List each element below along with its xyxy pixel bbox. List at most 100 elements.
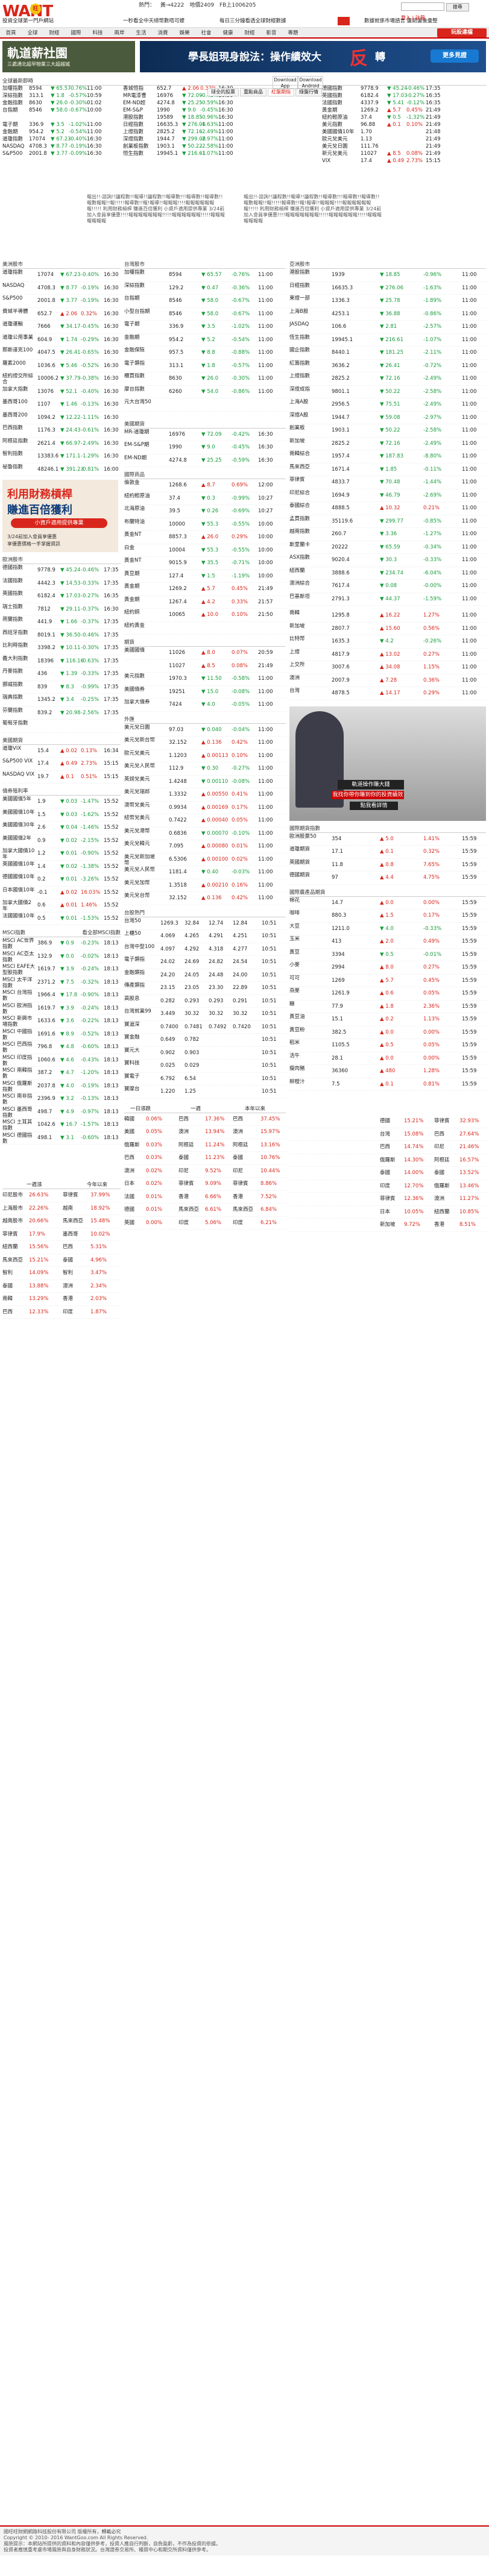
quote-row[interactable]: 西班牙指數 8019.1 ▼ 36.50 -0.46% 17:35 (2, 629, 121, 642)
quote-row[interactable]: MSCI 俄羅斯指數 2037.8 ▼ 4.0 -0.19% 18:13 (2, 1080, 121, 1093)
quote-row[interactable]: 瘦肉豬 36360 ▲ 480 1.28% 15:59 (289, 1065, 486, 1078)
ranking-row[interactable]: 法國 0.01% 香港 6.66% 香港 7.52% (124, 1191, 286, 1204)
quote-name[interactable]: 港股指數 (123, 115, 144, 121)
quote-row[interactable]: 美元兌瑞郎 1.3332 ▲ 0.00550 0.41% 11:00 (124, 788, 286, 802)
quote-row[interactable]: 紐約證交所綜合 10006.2 ▼ 37.79 -0.38% 16:30 (2, 372, 121, 386)
ranking-row[interactable]: 上海股市 22.26% 越南 18.92% (2, 1202, 121, 1215)
quote-name[interactable] (124, 661, 158, 673)
quote-name[interactable]: 葡萄牙指數 (2, 720, 28, 726)
quote-name[interactable]: 深綜指數 (2, 93, 24, 99)
quote-row[interactable]: 墨西哥100 1107 ▼ 1.46 -0.13% 16:30 (2, 398, 121, 412)
quote-row[interactable]: 越南指數 260.7 ▼ 3.36 -1.27% 11:00 (289, 528, 486, 541)
quote-row[interactable]: 美元兌港幣 0.6836 ▼ 0.00070 -0.10% 11:00 (124, 828, 286, 840)
quote-row[interactable]: 台灣 4878.5 ▲ 14.17 0.29% 11:00 (289, 687, 486, 700)
quote-row[interactable]: 美國國債30年 2.6 ▼ 0.04 -1.46% 15:52 (2, 821, 121, 835)
hot-item[interactable]: 黃→4222 (160, 2, 185, 8)
quote-name[interactable]: 金融期 (124, 334, 140, 341)
ranking-tab[interactable]: 今年以來 (87, 1182, 108, 1188)
ad-text-right[interactable]: 報出!!-諮詢!!議程數!!報導!!議程數!!報導數!!!報導數!!報導數!!報… (244, 194, 382, 224)
quote-name[interactable]: 荷蘭指數 (2, 617, 24, 623)
etf-name[interactable]: 台灣中型100 (124, 943, 155, 950)
hot-item[interactable]: 地價2409 (189, 2, 215, 8)
quote-name[interactable]: 上海B股 (289, 308, 309, 315)
quote-name[interactable]: 德國指數 (322, 86, 343, 92)
quote-row[interactable]: 紐西蘭 3888.6 ▼ 234.74 -6.04% 11:00 (289, 567, 486, 580)
quote-name[interactable]: 瘦肉豬 (289, 1066, 305, 1072)
quote-row[interactable]: 糖 77.9 ▲ 1.8 2.36% 15:59 (289, 1001, 486, 1013)
nav-item[interactable]: 財經 (244, 30, 255, 36)
quote-row[interactable]: 倫敦金 1268.6 ▲ 8.7 0.69% 12:00 (124, 479, 286, 492)
quote-name[interactable]: 智利指數 (2, 451, 24, 457)
quote-row[interactable]: 黃豆粉 382.5 ▲ 0.0 0.00% 15:59 (289, 1026, 486, 1039)
quote-name[interactable]: 金融保險 (124, 347, 145, 353)
quote-name[interactable]: 歐元兌美元 (322, 136, 348, 142)
quote-row[interactable]: MSCI 土耳其指數 1042.6 ▼ 16.7 -1.57% 18:13 (2, 1119, 121, 1132)
quote-name[interactable]: 上海A股 (289, 399, 309, 405)
quote-row[interactable]: 道瓊運輸 7666 ▼ 34.17 -0.45% 16:30 (2, 321, 121, 334)
quote-name[interactable]: 巴西指數 (2, 425, 24, 431)
quote-row[interactable]: 美元指數 1970.3 ▼ 11.50 -0.58% 11:00 (124, 673, 286, 686)
quote-name[interactable]: 上證 (289, 649, 300, 655)
etf-row[interactable]: 台灣50 1269.3 32.84 12.74 12.84 10:51 (124, 917, 286, 930)
quote-row[interactable]: 美國國債10年 1.5 ▼ 0.03 -1.62% 15:52 (2, 809, 121, 821)
quote-row[interactable]: 紅籌指數 3636.2 ▼ 26.41 -0.72% 11:00 (289, 360, 486, 372)
quote-row[interactable]: ASX指數 9020.4 ▼ 30.3 -0.33% 11:00 (289, 554, 486, 567)
etf-row[interactable]: 傳產類指 23.15 23.05 23.30 22.89 10:51 (124, 982, 286, 995)
ranking-row[interactable]: 菲律賓 17.9% 墨西哥 10.02% (2, 1228, 121, 1241)
ranking-tab[interactable]: 一週漲 (27, 1182, 42, 1188)
etf-row[interactable]: 寶科技 0.025 0.029 10:51 (124, 1060, 286, 1073)
quote-row[interactable]: 墨西哥200 1094.2 ▼ 12.22 -1.11% 16:30 (2, 412, 121, 424)
quote-row[interactable]: 阿根廷指數 2621.4 ▼ 66.97 -2.49% 16:30 (2, 438, 121, 450)
quote-name[interactable]: 黃金期 (124, 583, 140, 589)
quote-name[interactable]: 紐幣兌美元 (124, 815, 150, 821)
quote-name[interactable]: 比利時指數 (2, 642, 28, 649)
quote-row[interactable]: 南韓 1295.8 ▲ 16.22 1.27% 11:00 (289, 609, 486, 623)
quote-name[interactable]: 紐約證交所綜合 (2, 373, 34, 385)
quote-name[interactable]: 恆生指數 (289, 334, 311, 341)
quote-row[interactable]: 新加坡 2807.7 ▲ 15.60 0.56% 11:00 (289, 623, 486, 635)
ranking-row[interactable]: 韓國 0.06% 巴西 17.36% 巴西 37.45% (124, 1113, 286, 1126)
quote-row[interactable]: 美國國債2年 0.9 ▼ 0.02 -2.15% 15:52 (2, 835, 121, 847)
quote-name[interactable]: 活牛 (289, 1052, 300, 1059)
quote-name[interactable]: 美國國債2年 (2, 835, 31, 841)
quote-row[interactable]: 港股指數 1939 ▼ 18.85 -0.96% 11:00 (289, 269, 486, 282)
ranking-row[interactable]: 南韓 13.29% 香港 2.03% (2, 1293, 121, 1306)
quote-row[interactable]: 電子期 336.9 ▼ 3.5 -1.02% 11:00 (124, 321, 286, 334)
etf-name[interactable]: 電子類指 (124, 957, 145, 963)
quote-name[interactable]: 小麥 (289, 962, 300, 968)
quote-row[interactable]: 瑞士指數 7812 ▼ 29.11 -0.37% 16:30 (2, 603, 121, 616)
quote-name[interactable]: MSCI AC世界指數 (2, 938, 34, 950)
quote-row[interactable]: 美元兌日圓 97.03 ▼ 0.040 -0.04% 11:00 (124, 724, 286, 737)
quote-name[interactable]: 創業板 (289, 425, 305, 431)
quote-name[interactable]: 瑞典指數 (2, 694, 24, 700)
quote-name[interactable]: EM-S&P期 (124, 442, 150, 448)
etf-name[interactable]: 台灣50 (124, 917, 141, 924)
quote-row[interactable]: NASDAQ VIX 19.7 ▲ 0.1 0.51% 15:15 (2, 771, 121, 784)
quote-row[interactable]: 電子類指 313.1 ▼ 1.8 -0.57% 11:00 (124, 360, 286, 372)
quote-name[interactable]: 澳幣兌美元 (124, 802, 150, 808)
quote-name[interactable]: 美元兌韓元 (124, 841, 150, 847)
quote-name[interactable]: 英國指數 (2, 591, 24, 597)
quote-row[interactable]: 金融保險 957.5 ▼ 8.8 -0.88% 11:00 (124, 347, 286, 360)
quote-row[interactable]: 上證 4817.9 ▲ 13.02 0.27% 11:00 (289, 649, 486, 661)
quote-row[interactable]: 智利指數 13383.6 ▼ 171.1 -1.29% 16:30 (2, 450, 121, 463)
overview-tab[interactable]: 重點商品 (240, 88, 267, 96)
quote-name[interactable]: MSCI 俄羅斯指數 (2, 1080, 33, 1093)
quote-name[interactable]: 道瓊公用事業 (2, 334, 34, 341)
quote-name[interactable]: NASDAQ (2, 282, 25, 289)
quote-name[interactable]: 那斯達克100 (2, 347, 33, 353)
quote-name[interactable]: 南韓綜合 (289, 451, 311, 457)
slogan[interactable]: 數據就係市場語言 盤前盤後彙整 (364, 18, 438, 24)
quote-name[interactable]: 美元兌日圓 (322, 143, 348, 149)
quote-row[interactable]: 南韓綜合 1957.4 ▼ 187.83 -8.80% 11:00 (289, 450, 486, 463)
quote-row[interactable]: 深證A股 1944.7 ▼ 59.08 -2.97% 11:00 (289, 412, 486, 424)
ranking-row[interactable]: 巴西 14.74% 印尼 21.46% (289, 1141, 486, 1154)
quote-name[interactable]: MSCI 太平洋指數 (2, 976, 33, 989)
ranking-row[interactable]: 俄羅斯 0.03% 阿根廷 11.24% 阿根廷 13.16% (124, 1139, 286, 1152)
slogan[interactable]: 每日三分鐘看透全球財經數據 (219, 18, 286, 24)
quote-name[interactable]: 黃豆 (289, 949, 300, 955)
quote-row[interactable]: 英國期貨 11.8 ▲ 0.8 7.65% 15:59 (289, 859, 486, 872)
quote-row[interactable]: 柳橙汁 7.5 ▲ 0.1 0.81% 15:59 (289, 1078, 486, 1091)
etf-row[interactable]: 台灣就業99 3.449 30.32 30.32 30.32 10:51 (124, 1008, 286, 1021)
quote-row[interactable]: 黃豆期 127.4 ▼ 1.5 -1.19% 10:00 (124, 570, 286, 583)
